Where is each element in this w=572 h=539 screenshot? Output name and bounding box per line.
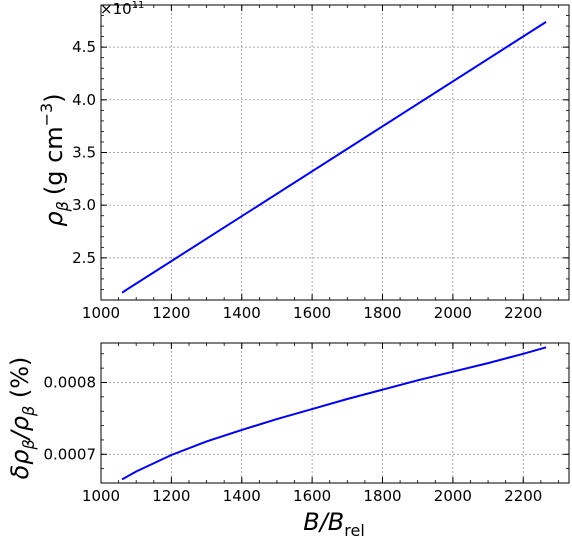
x-tick-label: 2200: [504, 487, 542, 505]
bottom-panel: 1000 1200 1400 1600 1800 2000 2200 0.0007 0.0008: [44, 342, 570, 505]
x-tick-label: 1600: [293, 304, 331, 322]
x-axis-label: B/Brel: [303, 508, 365, 539]
y-tick-label: 3.0: [72, 196, 96, 214]
top-y-axis-label: ρβ(g cm−3): [37, 93, 72, 226]
series-line: [121, 21, 547, 294]
y-tick-label: 4.0: [72, 91, 96, 109]
x-tick-label: 1400: [223, 304, 261, 322]
x-tick-label: 1600: [293, 487, 331, 505]
x-tick-label: 1200: [152, 304, 190, 322]
series-line: [121, 346, 547, 481]
x-tick-label: 2200: [504, 304, 542, 322]
y-tick-label: 2.5: [72, 249, 96, 267]
x-tick-label: 2000: [434, 487, 472, 505]
x-tick-label: 1200: [152, 487, 190, 505]
top-panel: 1000 1200 1400 1600 1800 2000 2200 2.5 3.0 3.5 4.0…: [72, 4, 570, 322]
x-tick-label: 1800: [363, 487, 401, 505]
x-tick-label: 1000: [82, 487, 120, 505]
bottom-y-axis-label: δρβ/ρβ (%): [6, 357, 38, 480]
y-tick-label: 4.5: [72, 38, 96, 56]
offset-text: ×1011: [100, 0, 144, 18]
x-tick-label: 1800: [363, 304, 401, 322]
x-tick-label: 1400: [223, 487, 261, 505]
plot-frame: [100, 4, 570, 301]
x-tick-label: 1000: [82, 304, 120, 322]
plot-frame: [100, 342, 570, 484]
y-tick-label: 0.0008: [44, 373, 97, 391]
x-tick-label: 2000: [434, 304, 472, 322]
y-tick-label: 3.5: [72, 144, 96, 162]
y-tick-label: 0.0007: [44, 445, 97, 463]
